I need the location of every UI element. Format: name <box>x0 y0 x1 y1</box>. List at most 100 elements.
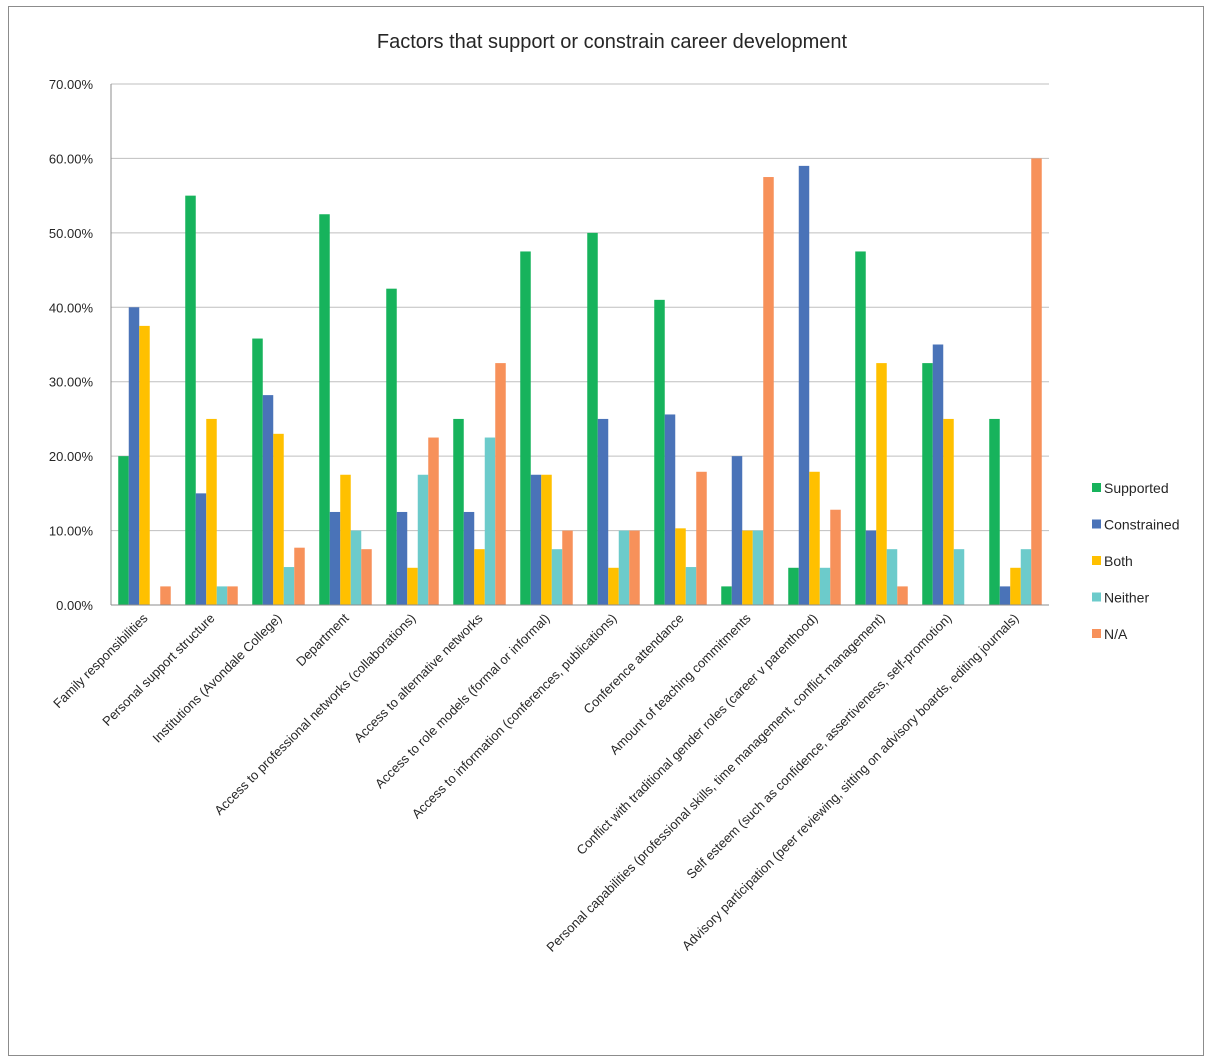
bar-n-a-3 <box>361 549 372 605</box>
legend-label: Both <box>1104 553 1133 569</box>
bar-both-0 <box>139 325 150 605</box>
bar-constrained-5 <box>463 511 475 605</box>
y-tick-label: 50.00% <box>49 226 94 241</box>
bar-n-a-10 <box>830 509 841 605</box>
bar-n-a-13 <box>1031 158 1042 605</box>
bar-both-3 <box>340 474 351 605</box>
bar-both-5 <box>474 549 485 605</box>
bar-supported-0 <box>118 456 129 605</box>
x-category-label: Personal support structure <box>99 611 217 729</box>
bar-n-a-2 <box>294 547 305 605</box>
bar-n-a-5 <box>495 363 506 605</box>
bar-both-1 <box>206 418 217 605</box>
bar-supported-3 <box>319 214 330 605</box>
x-category-label: Self esteem (such as confidence, asserti… <box>683 611 954 882</box>
bar-constrained-8 <box>664 414 676 605</box>
bar-both-2 <box>273 433 284 605</box>
legend-label: Neither <box>1104 590 1149 606</box>
bar-both-13 <box>1010 567 1021 605</box>
bar-neither-9 <box>752 530 764 605</box>
bar-both-12 <box>943 418 954 605</box>
gridlines <box>111 83 1049 532</box>
legend-label: N/A <box>1104 626 1128 642</box>
bar-neither-6 <box>551 549 563 605</box>
bar-constrained-6 <box>530 474 542 605</box>
bar-supported-4 <box>386 288 397 605</box>
bar-neither-1 <box>216 586 228 605</box>
bar-constrained-4 <box>396 511 408 605</box>
bar-neither-11 <box>886 549 898 605</box>
bar-constrained-10 <box>798 165 810 605</box>
bar-constrained-11 <box>865 530 877 605</box>
bar-neither-8 <box>685 567 697 605</box>
bar-neither-2 <box>283 567 295 605</box>
bar-constrained-12 <box>932 344 944 605</box>
bar-neither-4 <box>417 474 429 605</box>
bar-supported-5 <box>453 418 464 605</box>
x-category-label: Personal capabilities (professional skil… <box>543 611 887 955</box>
y-tick-label: 20.00% <box>49 449 94 464</box>
bar-constrained-3 <box>329 511 341 605</box>
bar-n-a-6 <box>562 530 573 605</box>
bar-supported-13 <box>989 418 1000 605</box>
bar-n-a-0 <box>160 586 171 605</box>
bar-neither-13 <box>1020 549 1032 605</box>
bar-neither-3 <box>350 530 362 605</box>
bar-neither-5 <box>484 437 496 605</box>
bar-both-6 <box>541 474 552 605</box>
y-tick-label: 70.00% <box>49 77 94 92</box>
bar-supported-10 <box>788 567 799 605</box>
legend-swatch <box>1092 519 1101 529</box>
bar-supported-6 <box>520 251 531 605</box>
legend-swatch <box>1092 556 1101 565</box>
bar-constrained-0 <box>128 307 140 605</box>
bar-both-10 <box>809 471 820 605</box>
bar-both-7 <box>608 567 619 605</box>
bar-neither-10 <box>819 567 831 605</box>
bar-n-a-11 <box>897 586 908 605</box>
bar-neither-12 <box>953 549 965 605</box>
bar-both-9 <box>742 530 753 605</box>
y-tick-label: 40.00% <box>49 300 94 315</box>
y-axis-tick-labels: 0.00% 10.00% 20.00% 30.00% 40.00% 50.00% 60.00… <box>49 77 94 613</box>
bar-supported-2 <box>252 338 263 605</box>
bar-constrained-13 <box>999 586 1011 605</box>
x-category-label: Amount of teaching commitments <box>607 610 754 757</box>
legend-label: Supported <box>1104 480 1169 496</box>
legend-label: Constrained <box>1104 517 1180 533</box>
bar-both-4 <box>407 567 418 605</box>
bar-supported-9 <box>721 586 732 605</box>
x-category-label: Institutions (Avondale College) <box>149 611 284 746</box>
bar-n-a-8 <box>696 471 707 605</box>
bar-n-a-7 <box>629 530 640 605</box>
bar-constrained-1 <box>195 493 207 605</box>
x-category-label: Department <box>293 610 352 669</box>
legend-swatch <box>1092 629 1101 638</box>
bar-supported-1 <box>185 195 196 605</box>
bar-supported-12 <box>922 363 933 605</box>
bar-constrained-2 <box>262 395 274 605</box>
bar-both-11 <box>876 363 887 605</box>
bar-supported-7 <box>587 232 598 605</box>
x-category-label: Conflict with traditional gender roles (… <box>573 611 820 858</box>
legend: Supported Constrained Both Neither N/A <box>1092 480 1180 642</box>
bar-n-a-1 <box>227 586 238 605</box>
bar-n-a-9 <box>763 177 774 606</box>
bar-supported-11 <box>855 251 866 605</box>
chart-title: Factors that support or constrain career… <box>377 31 848 53</box>
bar-neither-7 <box>618 530 630 605</box>
bar-constrained-7 <box>597 418 609 605</box>
y-tick-label: 60.00% <box>49 151 94 166</box>
x-category-label: Access to alternative networks <box>351 610 486 745</box>
x-category-label: Advisory participation (peer reviewing, … <box>679 611 1022 954</box>
legend-swatch <box>1092 483 1101 492</box>
bar-supported-8 <box>654 299 665 605</box>
bar-n-a-4 <box>428 437 439 605</box>
axes <box>110 84 1049 606</box>
y-tick-label: 0.00% <box>56 598 93 613</box>
legend-swatch <box>1092 592 1101 602</box>
y-tick-label: 10.00% <box>49 524 94 539</box>
bar-both-8 <box>675 528 686 605</box>
